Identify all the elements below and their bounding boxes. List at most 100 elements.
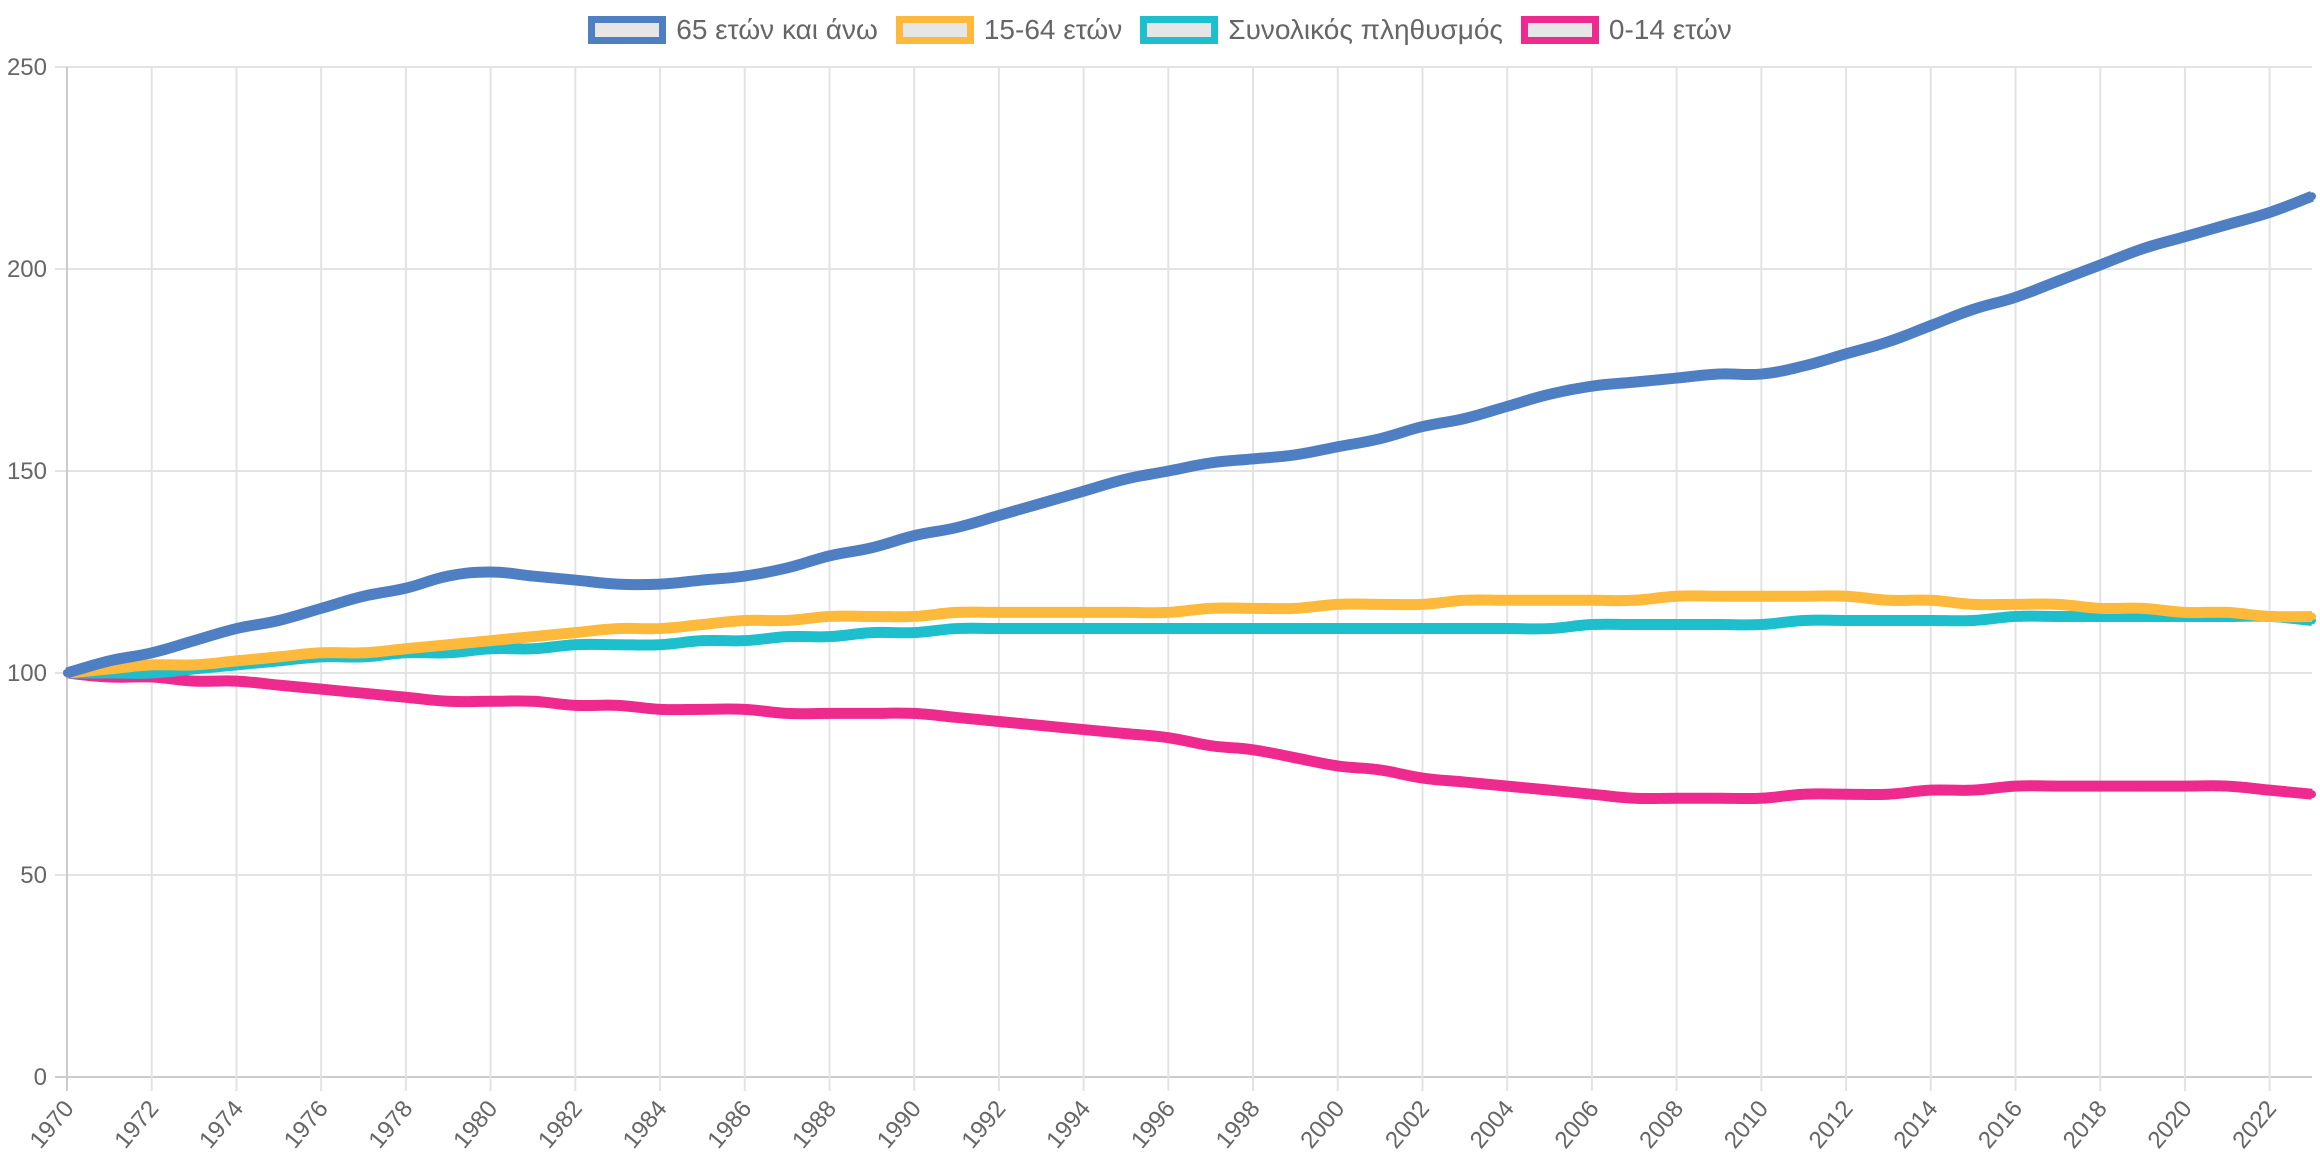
data-point	[867, 709, 876, 718]
legend-item[interactable]: 0-14 ετών	[1520, 14, 1732, 46]
data-point	[359, 648, 368, 657]
data-point	[1545, 596, 1554, 605]
x-tick-label: 1988	[787, 1096, 842, 1154]
data-point	[1926, 321, 1935, 330]
data-point	[317, 685, 326, 694]
data-point	[1333, 442, 1342, 451]
data-point	[867, 612, 876, 621]
legend-item[interactable]: 65 ετών και άνω	[588, 14, 878, 46]
data-point	[486, 636, 495, 645]
data-point	[1757, 794, 1766, 803]
data-point	[613, 701, 622, 710]
x-tick-label: 2000	[1295, 1096, 1350, 1154]
data-point	[1418, 624, 1427, 633]
x-tick-label: 1984	[618, 1096, 673, 1154]
legend-label: Συνολικός πληθυσμός	[1228, 14, 1503, 45]
data-point	[528, 644, 537, 653]
data-point	[571, 701, 580, 710]
data-point	[994, 608, 1003, 617]
x-tick-label: 2002	[1380, 1096, 1435, 1154]
y-tick-label: 250	[7, 54, 47, 81]
legend-label: 65 ετών και άνω	[676, 14, 878, 45]
x-tick-label: 1992	[956, 1096, 1011, 1154]
data-point	[571, 576, 580, 585]
data-point	[1545, 624, 1554, 633]
data-point	[232, 656, 241, 665]
data-point	[2265, 612, 2274, 621]
data-point	[1079, 624, 1088, 633]
legend-label: 0-14 ετών	[1608, 14, 1732, 45]
data-point	[1121, 729, 1130, 738]
x-tick-label: 2006	[1549, 1096, 1604, 1154]
data-point	[359, 689, 368, 698]
data-point	[698, 636, 707, 645]
data-point	[1969, 600, 1978, 609]
data-point	[2138, 604, 2147, 613]
data-point	[613, 580, 622, 589]
data-point	[1630, 378, 1639, 387]
data-point	[952, 713, 961, 722]
data-point	[1587, 790, 1596, 799]
data-point	[1418, 422, 1427, 431]
data-point	[2138, 782, 2147, 791]
data-point	[825, 632, 834, 641]
data-point	[952, 523, 961, 532]
data-point	[2011, 600, 2020, 609]
x-tick-label: 1998	[1211, 1096, 1266, 1154]
legend-item[interactable]: Συνολικός πληθυσμός	[1140, 14, 1503, 46]
data-point	[613, 640, 622, 649]
data-point	[1672, 620, 1681, 629]
legend-item[interactable]: 15-64 ετών	[895, 14, 1122, 46]
data-point	[2096, 612, 2105, 621]
data-point	[1037, 608, 1046, 617]
data-point	[1714, 794, 1723, 803]
data-point	[1460, 414, 1469, 423]
data-point	[994, 624, 1003, 633]
data-point	[1079, 725, 1088, 734]
data-point	[232, 624, 241, 633]
data-point	[1164, 467, 1173, 475]
data-point	[1291, 624, 1300, 633]
data-point	[1842, 616, 1851, 625]
x-tick-label: 1990	[872, 1096, 927, 1154]
data-point	[1418, 600, 1427, 609]
data-point	[1587, 596, 1596, 605]
data-point	[105, 656, 114, 665]
data-point	[656, 580, 665, 589]
data-point	[1503, 596, 1512, 605]
data-point	[1079, 487, 1088, 496]
data-point	[317, 604, 326, 613]
data-point	[1587, 382, 1596, 391]
data-point	[2265, 786, 2274, 795]
data-point	[1291, 753, 1300, 762]
data-point	[1672, 374, 1681, 383]
data-point	[1291, 604, 1300, 613]
data-point	[910, 709, 919, 718]
data-point	[1121, 624, 1130, 633]
data-point	[1630, 794, 1639, 803]
data-point	[1503, 402, 1512, 411]
data-point	[1630, 596, 1639, 605]
legend-swatch	[1520, 16, 1599, 44]
data-point	[232, 677, 241, 686]
x-tick-label: 2004	[1465, 1096, 1520, 1154]
data-point	[783, 563, 792, 572]
data-point	[1333, 761, 1342, 770]
x-tick-label: 1972	[109, 1096, 164, 1154]
data-point	[1333, 600, 1342, 609]
data-point	[1206, 458, 1215, 467]
data-point	[656, 640, 665, 649]
data-point	[1884, 337, 1893, 346]
data-point	[698, 620, 707, 629]
data-point	[1842, 592, 1851, 601]
data-point	[1545, 786, 1554, 795]
series-line	[66, 590, 2313, 679]
data-point	[2053, 782, 2062, 791]
data-point	[2011, 612, 2020, 621]
data-point	[1206, 604, 1215, 613]
data-point	[740, 572, 749, 581]
data-point	[1037, 624, 1046, 633]
data-point	[783, 709, 792, 718]
data-point	[274, 681, 283, 690]
x-tick-label: 1982	[533, 1096, 588, 1154]
